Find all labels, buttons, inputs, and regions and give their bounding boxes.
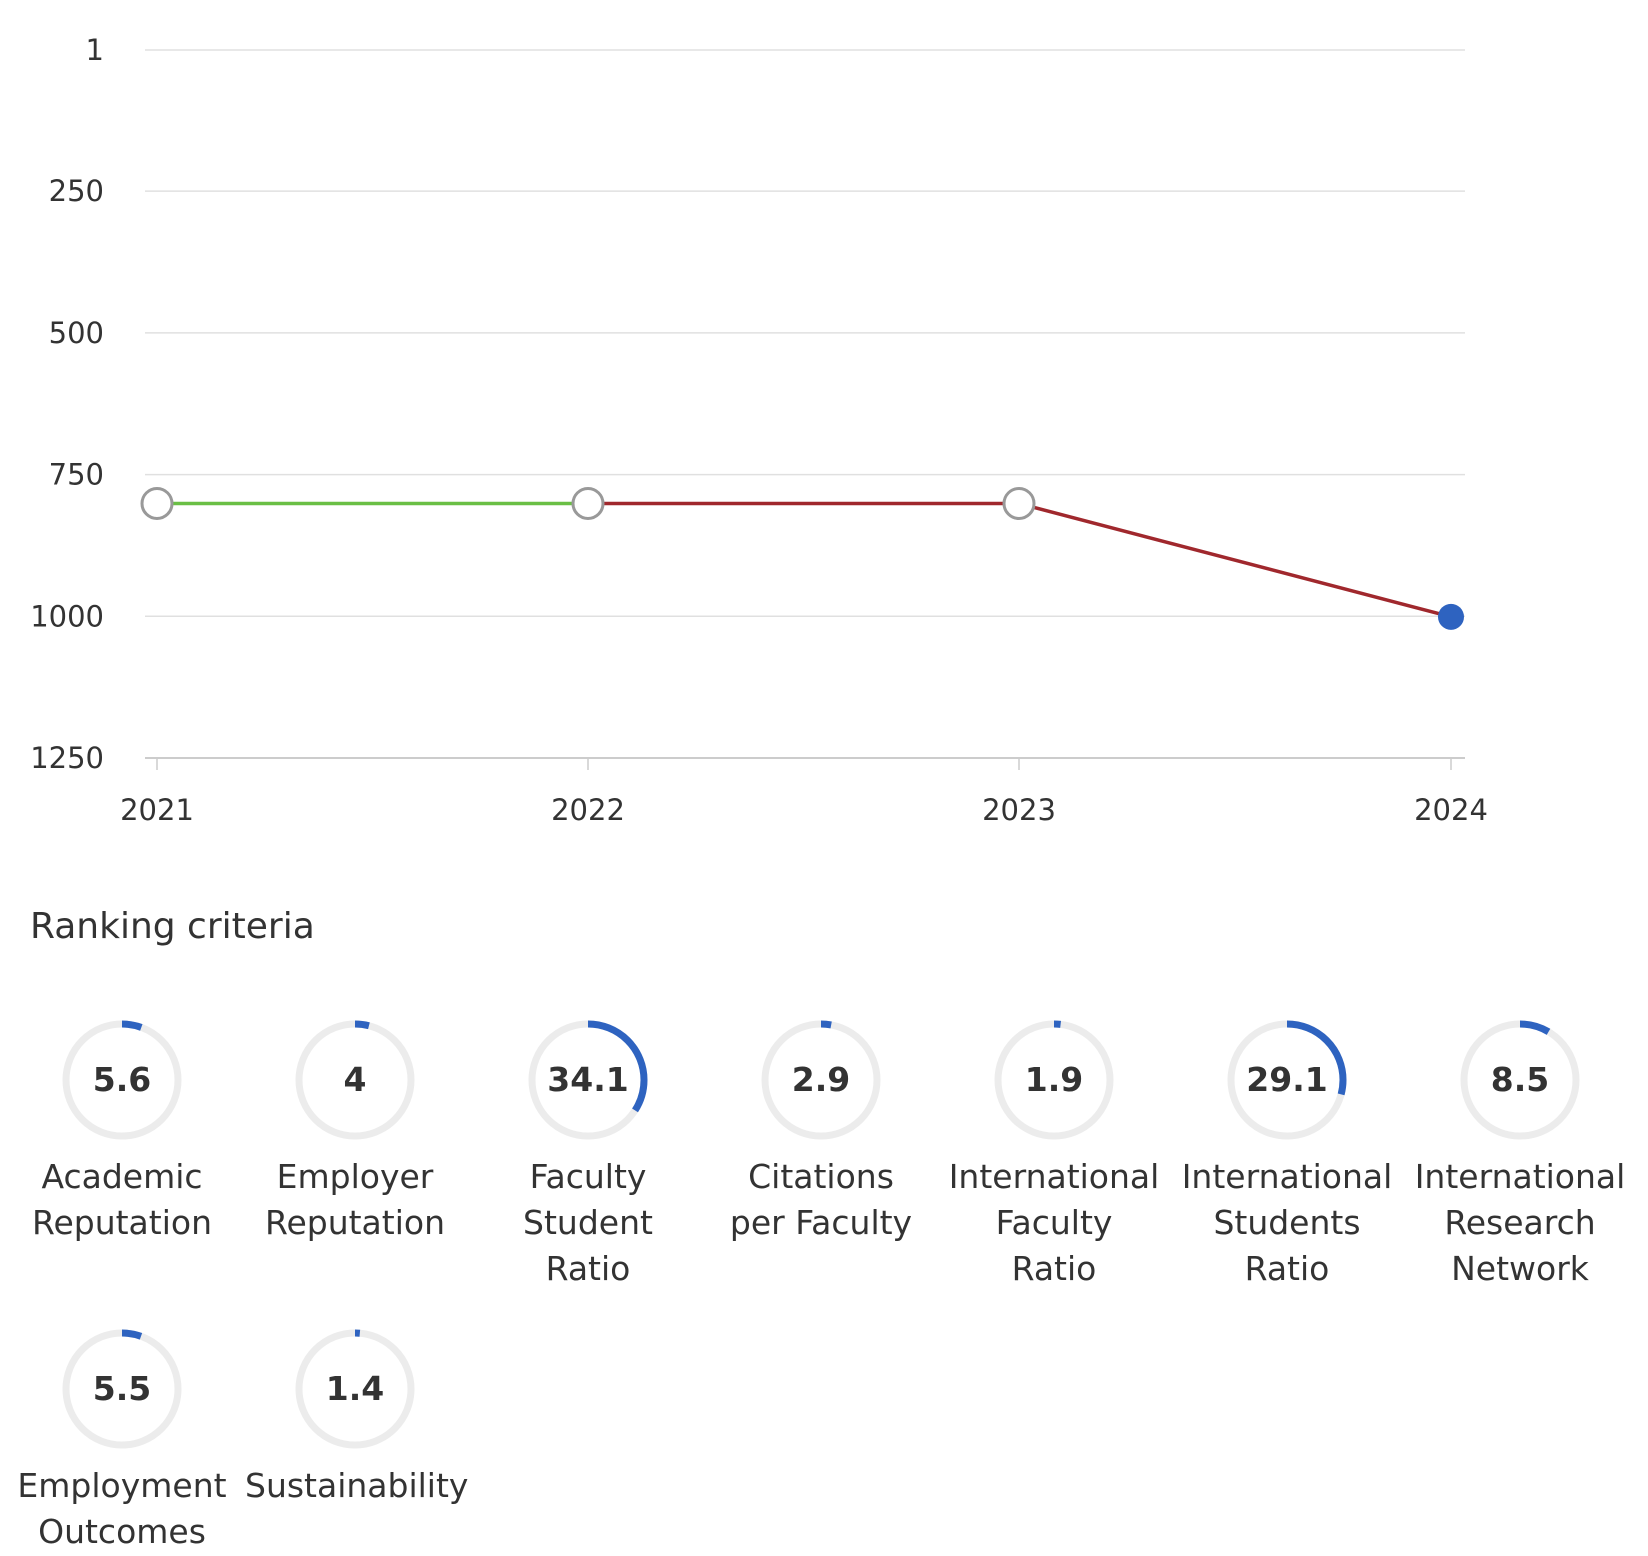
criterion-ring: 2.9 bbox=[759, 1018, 883, 1142]
y-tick-label: 750 bbox=[49, 458, 104, 492]
ring-progress-arc bbox=[994, 1020, 1114, 1140]
progress-ring bbox=[62, 1329, 182, 1449]
ring-progress-arc bbox=[62, 1329, 182, 1449]
y-tick-label: 1000 bbox=[30, 599, 104, 633]
criterion-label: International Research Network bbox=[1414, 1157, 1626, 1288]
criterion-score: 34.1 bbox=[547, 1060, 629, 1099]
ranking-criteria-title: Ranking criteria bbox=[30, 906, 315, 947]
data-point bbox=[571, 486, 605, 520]
y-tick-label: 1 bbox=[86, 33, 104, 67]
criterion-score: 4 bbox=[343, 1060, 367, 1099]
criterion-score: 1.4 bbox=[325, 1369, 385, 1408]
y-tick-label: 1250 bbox=[30, 741, 104, 775]
progress-ring bbox=[1460, 1020, 1580, 1140]
ring-progress-arc bbox=[295, 1329, 415, 1449]
ring-progress-arc bbox=[1460, 1020, 1580, 1140]
criterion-item: 5.5 Employment Outcomes bbox=[12, 1327, 232, 1555]
criterion-label: Faculty Student Ratio bbox=[523, 1157, 653, 1288]
criterion-item: 1.9 International Faculty Ratio bbox=[944, 1018, 1164, 1292]
criterion-label: Employer Reputation bbox=[265, 1157, 445, 1242]
criterion-item: 5.6 Academic Reputation bbox=[12, 1018, 232, 1246]
progress-ring bbox=[994, 1020, 1114, 1140]
criterion-ring: 34.1 bbox=[526, 1018, 650, 1142]
criterion-ring: 8.5 bbox=[1458, 1018, 1582, 1142]
criterion-score: 5.6 bbox=[92, 1060, 152, 1099]
y-tick-label: 250 bbox=[49, 174, 104, 208]
criterion-score: 8.5 bbox=[1490, 1060, 1550, 1099]
ring-progress-arc bbox=[295, 1020, 415, 1140]
ring-progress-arc bbox=[528, 1020, 648, 1140]
criterion-item: 29.1 International Students Ratio bbox=[1177, 1018, 1397, 1292]
criterion-label: Employment Outcomes bbox=[17, 1466, 227, 1551]
criterion-item: 2.9 Citations per Faculty bbox=[711, 1018, 931, 1246]
progress-ring bbox=[1227, 1020, 1347, 1140]
progress-ring bbox=[62, 1020, 182, 1140]
criterion-ring: 5.6 bbox=[60, 1018, 184, 1142]
criterion-item: 34.1 Faculty Student Ratio bbox=[478, 1018, 698, 1292]
criterion-ring: 5.5 bbox=[60, 1327, 184, 1451]
progress-ring bbox=[528, 1020, 648, 1140]
x-tick-label: 2023 bbox=[982, 793, 1056, 827]
rank-line bbox=[157, 501, 1452, 619]
criterion-item: 1.4 Sustainability bbox=[245, 1327, 469, 1509]
criterion-ring: 29.1 bbox=[1225, 1018, 1349, 1142]
criterion-label: Citations per Faculty bbox=[729, 1157, 913, 1242]
criterion-item: 8.5 International Research Network bbox=[1410, 1018, 1630, 1292]
chart-gridlines bbox=[145, 49, 1465, 759]
criterion-ring: 1.9 bbox=[992, 1018, 1116, 1142]
criterion-label: International Faculty Ratio bbox=[948, 1157, 1160, 1288]
data-point-current bbox=[1438, 603, 1464, 630]
ring-progress-arc bbox=[761, 1020, 881, 1140]
ring-progress-arc bbox=[1227, 1020, 1347, 1140]
criterion-ring: 1.4 bbox=[293, 1327, 417, 1451]
x-axis: 2021 2022 2023 2024 bbox=[120, 758, 1488, 827]
criterion-label: International Students Ratio bbox=[1181, 1157, 1393, 1288]
criterion-score: 2.9 bbox=[791, 1060, 851, 1099]
criterion-score: 5.5 bbox=[92, 1369, 152, 1408]
criterion-ring: 4 bbox=[293, 1018, 417, 1142]
criterion-item: 4 Employer Reputation bbox=[245, 1018, 465, 1246]
progress-ring bbox=[761, 1020, 881, 1140]
criterion-label: Academic Reputation bbox=[32, 1157, 212, 1242]
data-point bbox=[140, 486, 174, 520]
ring-progress-arc bbox=[62, 1020, 182, 1140]
criterion-score: 1.9 bbox=[1024, 1060, 1084, 1099]
criterion-label: Sustainability bbox=[245, 1466, 469, 1505]
x-tick-label: 2021 bbox=[120, 793, 194, 827]
x-tick-label: 2022 bbox=[551, 793, 625, 827]
data-point bbox=[1002, 486, 1036, 520]
progress-ring bbox=[295, 1020, 415, 1140]
rank-points bbox=[140, 486, 1464, 630]
line-segment bbox=[1018, 501, 1452, 619]
progress-ring bbox=[295, 1329, 415, 1449]
x-tick-label: 2024 bbox=[1414, 793, 1488, 827]
criterion-score: 29.1 bbox=[1246, 1060, 1328, 1099]
y-tick-label: 500 bbox=[49, 316, 104, 350]
